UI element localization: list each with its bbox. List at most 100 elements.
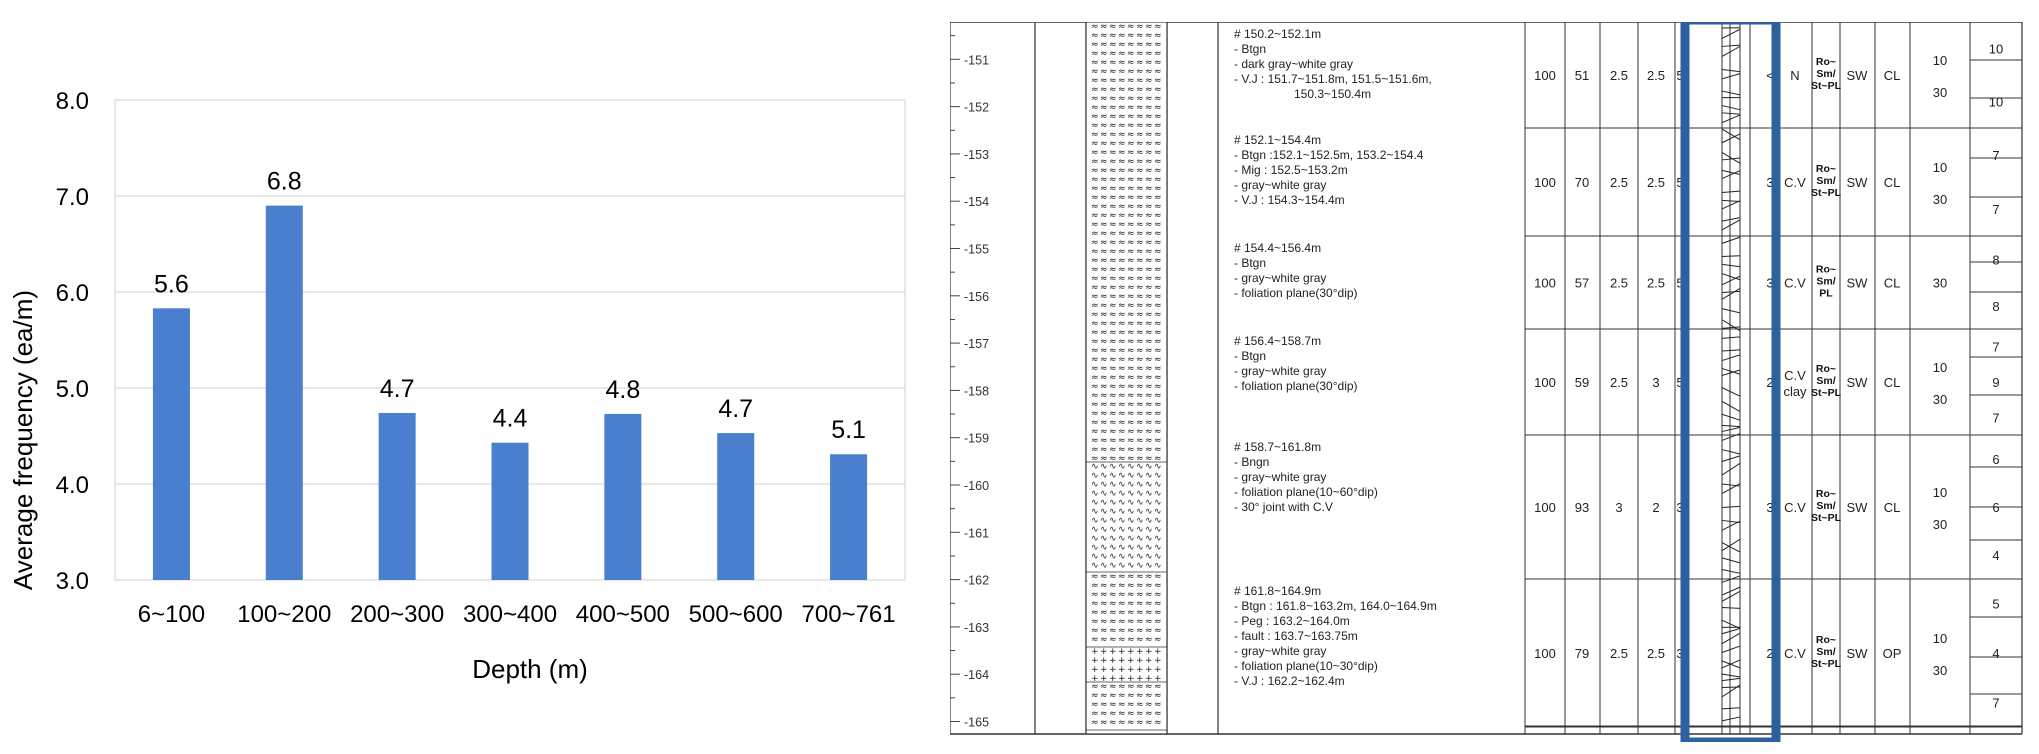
row-5-desc-2: - Peg : 163.2~164.0m <box>1234 614 1350 628</box>
lithology-glyph: ≈ <box>1127 148 1135 158</box>
lithology-glyph: ≈ <box>1091 247 1099 257</box>
lithology-glyph: ≈ <box>1127 581 1135 591</box>
lithology-glyph: ≈ <box>1145 22 1153 32</box>
lithology-glyph: ≈ <box>1109 599 1117 609</box>
lithology-glyph: ≈ <box>1100 256 1108 266</box>
x-tick-200~300: 200~300 <box>350 601 444 628</box>
row-1-c1: 2.5 <box>1610 175 1628 190</box>
lithology-glyph: ≈ <box>1145 700 1153 710</box>
lithology-glyph: ≈ <box>1127 373 1135 383</box>
row-0-c4: < <box>1766 68 1774 83</box>
lithology-glyph: ≈ <box>1118 718 1126 728</box>
lithology-glyph: ≈ <box>1100 373 1108 383</box>
lithology-glyph: ≈ <box>1100 364 1108 374</box>
lithology-glyph: ≈ <box>1091 626 1099 636</box>
lithology-glyph: ≈ <box>1145 166 1153 176</box>
row-2-tcr: 100 <box>1534 276 1556 291</box>
lithology-glyph: ≈ <box>1109 229 1117 239</box>
lithology-glyph: ≈ <box>1091 103 1099 113</box>
lithology-glyph: ≈ <box>1136 148 1144 158</box>
lithology-glyph: ≈ <box>1154 572 1162 582</box>
lithology-glyph: ∿ <box>1100 507 1108 517</box>
lithology-glyph: ≈ <box>1091 238 1099 248</box>
lithology-glyph: ≈ <box>1136 67 1144 77</box>
lithology-glyph: ≈ <box>1100 400 1108 410</box>
lithology-glyph: ≈ <box>1154 337 1162 347</box>
lithology-glyph: ≈ <box>1118 355 1126 365</box>
lithology-glyph: ≈ <box>1100 166 1108 176</box>
log-row-3: # 156.4~158.7m- Btgn- gray~white gray- f… <box>1234 334 2000 425</box>
row-4-c8-2: 4 <box>1992 548 1999 563</box>
lithology-glyph: ≈ <box>1118 247 1126 257</box>
lithology-glyph: ≈ <box>1091 265 1099 275</box>
lithology-glyph: ≈ <box>1091 175 1099 185</box>
lithology-glyph: ∿ <box>1091 561 1099 571</box>
lithology-glyph: ∿ <box>1100 543 1108 553</box>
row-4-desc-0: # 158.7~161.8m <box>1234 440 1321 454</box>
lithology-glyph: ≈ <box>1109 310 1117 320</box>
lithology-glyph: ≈ <box>1100 175 1108 185</box>
lithology-glyph: ≈ <box>1145 328 1153 338</box>
lithology-glyph: ≈ <box>1127 436 1135 446</box>
lithology-glyph: ≈ <box>1100 409 1108 419</box>
bar-300~400 <box>491 442 529 580</box>
fracture-line <box>1721 575 1741 583</box>
lithology-glyph: ≈ <box>1154 130 1162 140</box>
log-row-5: # 161.8~164.9m- Btgn : 161.8~163.2m, 164… <box>1234 584 2000 710</box>
lithology-glyph: ≈ <box>1091 283 1099 293</box>
lithology-glyph: ∿ <box>1118 507 1126 517</box>
fracture-line <box>1721 586 1741 596</box>
bar-400~500 <box>604 413 642 580</box>
lithology-glyph: + <box>1091 656 1099 666</box>
lithology-glyph: ≈ <box>1154 409 1162 419</box>
lithology-glyph: ≈ <box>1118 590 1126 600</box>
lithology-glyph: ≈ <box>1145 40 1153 50</box>
lithology-glyph: ≈ <box>1091 590 1099 600</box>
lithology-glyph: ≈ <box>1091 373 1099 383</box>
lithology-glyph: ≈ <box>1109 445 1117 455</box>
lithology-glyph: ≈ <box>1154 247 1162 257</box>
lithology-glyph: ≈ <box>1154 103 1162 113</box>
lithology-glyph: ≈ <box>1109 274 1117 284</box>
lithology-glyph: ∿ <box>1145 462 1153 472</box>
lithology-glyph: ≈ <box>1145 220 1153 230</box>
data-label-400~500: 4.8 <box>605 376 640 404</box>
lithology-glyph: + <box>1118 674 1126 684</box>
lithology-glyph: ≈ <box>1109 590 1117 600</box>
lithology-glyph: ∿ <box>1091 525 1099 535</box>
lithology-glyph: ≈ <box>1127 211 1135 221</box>
lithology-glyph: ≈ <box>1100 427 1108 437</box>
lithology-glyph: ≈ <box>1136 599 1144 609</box>
row-3-c8-0: 7 <box>1992 340 1999 355</box>
row-1-rock-1: Sm/ <box>1816 175 1835 187</box>
lithology-glyph: ≈ <box>1118 94 1126 104</box>
lithology-glyph: ≈ <box>1109 130 1117 140</box>
lithology-glyph: ≈ <box>1145 130 1153 140</box>
lithology-glyph: ≈ <box>1145 400 1153 410</box>
lithology-glyph: ≈ <box>1118 193 1126 203</box>
lithology-glyph: ≈ <box>1154 626 1162 636</box>
lithology-glyph: ≈ <box>1127 202 1135 212</box>
lithology-glyph: ≈ <box>1100 617 1108 627</box>
row-5-desc-1: - Btgn : 161.8~163.2m, 164.0~164.9m <box>1234 599 1437 613</box>
lithology-glyph: ≈ <box>1100 157 1108 167</box>
lithology-glyph: ≈ <box>1136 454 1144 464</box>
data-label-700~761: 5.1 <box>831 416 866 444</box>
lithology-glyph: ≈ <box>1118 301 1126 311</box>
depth-label--155: -155 <box>964 243 989 257</box>
lithology-glyph: ≈ <box>1127 94 1135 104</box>
lithology-glyph: ≈ <box>1136 112 1144 122</box>
fracture-line <box>1721 590 1741 602</box>
lithology-glyph: ≈ <box>1091 445 1099 455</box>
lithology-glyph: ≈ <box>1100 229 1108 239</box>
lithology-glyph: ≈ <box>1145 76 1153 86</box>
lithology-glyph: ≈ <box>1145 94 1153 104</box>
lithology-glyph: ∿ <box>1154 534 1162 544</box>
lithology-glyph: ≈ <box>1145 103 1153 113</box>
row-3-rock-2: St~PL <box>1811 387 1842 399</box>
lithology-glyph: ≈ <box>1145 193 1153 203</box>
row-2-rock-0: Ro~ <box>1816 264 1836 276</box>
lithology-glyph: ≈ <box>1118 418 1126 428</box>
fracture-line <box>1721 542 1741 553</box>
lithology-glyph: ≈ <box>1091 166 1099 176</box>
